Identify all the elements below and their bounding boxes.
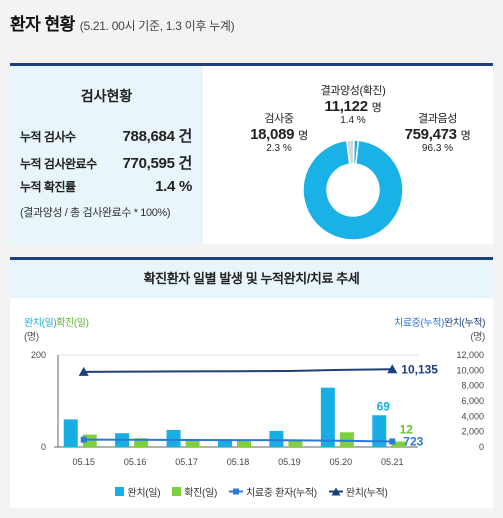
test-summary-title: 검사현황 [80,88,133,104]
marker-recovered-cum [387,364,398,374]
test-status-card: 검사현황 누적 검사수 788,684 건 누적 검사완료수 770,595 건… [10,63,493,244]
stat-label: 누적 확진률 [20,180,76,194]
left-axis-title: 완치(일)확진(일) [24,314,89,329]
testing-percent: 2.3 % [266,143,292,154]
bar-recovered-daily [269,430,284,447]
bar-recovered-daily [63,419,78,447]
donut-label-positive: 결과양성(확진) 11,122 명 1.4 % [298,82,408,126]
x-tick-label: 05.17 [175,457,198,467]
page-subtitle: (5.21. 00시 기준, 1.3 이후 누계) [79,19,235,33]
bar-recovered-daily [218,439,232,447]
right-tick-label: 2,000 [461,427,484,437]
stat-value: 788,684 건 [122,128,193,145]
stat-row-completed-tests: 누적 검사완료수 770,595 건 [20,152,192,173]
negative-label: 결과음성 [418,113,457,125]
testing-unit: 명 [298,130,308,142]
left-axis-title-recovered: 완치(일) [24,318,57,329]
data-label-confirmed-daily: 12 [400,422,414,436]
test-summary-panel: 검사현황 누적 검사수 788,684 건 누적 검사완료수 770,595 건… [10,66,203,244]
bar-recovered-daily [372,415,387,447]
trend-chart-title: 확진환자 일별 발생 및 누적완치/치료 추세 [10,260,493,298]
right-tick-label: 4,000 [461,411,484,421]
trend-chart-card: 확진환자 일별 발생 및 누적완치/치료 추세 완치(일)확진(일) (명) 치… [10,257,493,508]
donut-label-negative: 결과음성 759,473 명 96.3 % [385,110,490,154]
positive-label: 결과양성(확진) [320,85,386,97]
positive-rate-formula: (결과양성 / 총 검사완료수 * 100%) [20,207,171,219]
bar-confirmed-daily [134,438,149,447]
test-result-donut-area: 결과양성(확진) 11,122 명 1.4 % 검사중 18,089 명 2.3… [203,66,493,244]
bar-confirmed-daily [237,441,251,447]
right-tick-label: 0 [479,442,484,452]
stat-value: 770,595 건 [122,155,193,172]
positive-unit: 명 [371,102,382,114]
x-tick-label: 05.20 [330,457,353,467]
test-result-donut-chart [302,139,404,241]
legend-recovered-cum: 완치(누적) [328,484,388,499]
x-tick-label: 05.16 [124,457,147,467]
trend-chart-svg: 200 0 12,000 10,000 8,000 6,000 4,000 2,000 0 05.… [31,350,484,467]
donut-slice-testing [345,139,355,166]
right-tick-label: 8,000 [461,381,484,391]
legend-confirmed-daily: 확진(일) [172,484,217,499]
marker-recovered-cum [78,366,89,376]
negative-unit: 명 [460,130,471,142]
line-in-treatment [83,438,393,443]
marker-in-treatment [389,438,396,445]
donut-slice-negative [302,139,404,241]
data-label-recovered-cum: 10,135 [401,362,438,376]
positive-percent: 1.4 % [340,115,366,126]
chart-legend: 완치(일) 확진(일) 치료중 환자(누적) 완치(누적) [10,484,493,499]
legend-recovered-daily: 완치(일) [115,484,161,499]
right-axis-title: 치료중(누적)완치(누적) [394,314,485,329]
testing-label: 검사중 [264,113,294,125]
stat-label: 누적 검사수 [20,130,76,144]
bar-confirmed-daily [288,440,303,447]
bar-recovered-daily [166,429,181,447]
right-axis-unit: (명) [470,332,485,343]
legend-in-treatment: 치료중 환자(누적) [229,484,317,499]
left-tick-label: 200 [31,350,46,360]
line-recovered-cum [83,368,393,373]
donut-label-testing: 검사중 18,089 명 2.3 % [239,110,319,154]
bar-confirmed-daily [391,441,406,447]
right-tick-label: 12,000 [456,350,484,360]
data-label-recovered-daily: 69 [377,399,391,413]
page-title: 환자 현황 [10,15,75,34]
stat-value: 1.4 % [155,178,192,195]
right-axis-title-treatment: 치료중(누적) [394,318,444,329]
bar-recovered-daily [320,387,335,447]
left-axis-unit: (명) [24,332,39,343]
data-label-in-treatment: 723 [403,434,423,448]
x-tick-label: 05.15 [72,457,95,467]
stat-row-total-tests: 누적 검사수 788,684 건 [20,125,192,146]
page-header: 환자 현황 (5.21. 00시 기준, 1.3 이후 누계) [10,10,235,38]
bar-confirmed-daily [185,440,200,447]
negative-value: 759,473 [404,126,457,143]
right-tick-label: 10,000 [456,365,484,375]
stat-label: 누적 검사완료수 [20,157,97,171]
stat-row-positive-rate: 누적 확진률 1.4 % [20,178,192,195]
left-axis-title-confirmed: 확진(일) [56,318,89,329]
negative-percent: 96.3 % [421,143,454,154]
marker-in-treatment [80,436,87,443]
x-tick-label: 05.19 [278,457,301,467]
right-axis-title-recovered-cum: 완치(누적) [443,318,485,329]
right-tick-label: 6,000 [461,396,484,406]
x-tick-label: 05.21 [381,457,404,467]
x-tick-label: 05.18 [227,457,250,467]
testing-value: 18,089 [250,126,295,143]
positive-value: 11,122 [324,98,369,115]
left-tick-label: 0 [41,442,46,452]
bar-confirmed-daily [339,432,354,447]
